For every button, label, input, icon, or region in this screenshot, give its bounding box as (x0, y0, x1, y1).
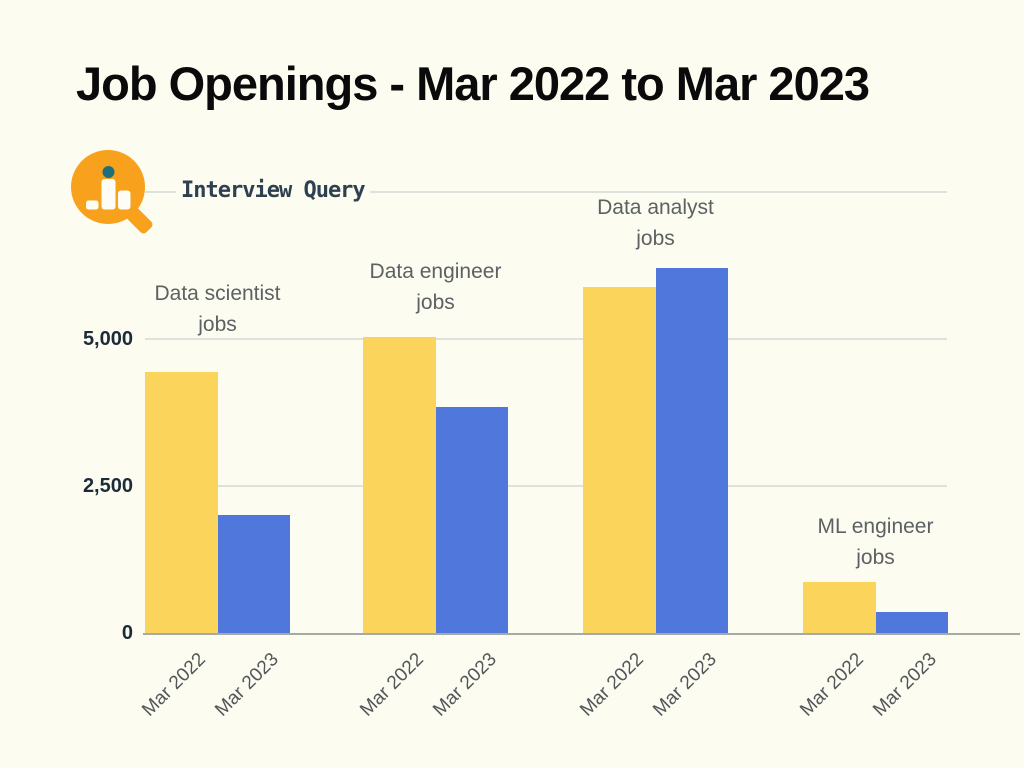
gridline-7500 (145, 191, 947, 193)
brand-name: Interview Query (176, 177, 370, 206)
bar-data-analyst-jobs-mar-2023 (655, 268, 728, 633)
category-label-ml-engineer-jobs: ML engineer jobs (817, 515, 934, 569)
y-axis-label-2-500: 2,500 (82, 475, 133, 497)
bar-data-engineer-jobs-mar-2023 (435, 406, 508, 633)
bar-data-scientist-jobs-mar-2023 (217, 515, 290, 633)
gridline-5000 (145, 338, 947, 340)
magnifier-bar-chart-icon (71, 150, 153, 234)
chart-title: Job Openings - Mar 2022 to Mar 2023 (76, 57, 870, 110)
bar-ml-engineer-jobs-mar-2022 (803, 581, 876, 633)
bar-ml-engineer-jobs-mar-2023 (875, 611, 948, 633)
bar-data-analyst-jobs-mar-2022 (583, 286, 656, 633)
category-label-data-engineer-jobs: Data engineer jobs (369, 260, 502, 314)
y-axis-label-5-000: 5,000 (82, 328, 133, 350)
gridline-2500 (145, 485, 947, 487)
bar-data-engineer-jobs-mar-2022 (363, 336, 436, 633)
x-axis-baseline (143, 633, 1020, 635)
y-axis-label-0: 0 (121, 622, 133, 644)
bar-data-scientist-jobs-mar-2022 (145, 371, 218, 633)
brand: Interview Query (70, 147, 370, 239)
category-label-data-analyst-jobs: Data analyst jobs (597, 196, 714, 250)
category-label-data-scientist-jobs: Data scientist jobs (154, 282, 281, 336)
